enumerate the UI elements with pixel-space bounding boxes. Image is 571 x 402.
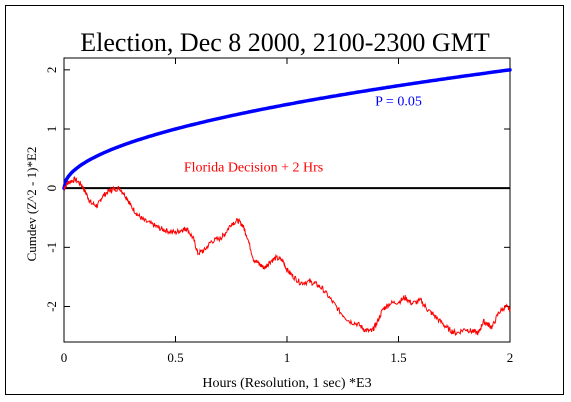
chart-frame bbox=[5, 5, 564, 395]
y-tick-label: 1 bbox=[44, 126, 59, 133]
x-axis-label: Hours (Resolution, 1 sec) *E3 bbox=[202, 376, 371, 391]
y-tick-label: 2 bbox=[44, 67, 59, 74]
p05-label: P = 0.05 bbox=[375, 94, 422, 109]
y-tick-label: -1 bbox=[44, 242, 59, 253]
y-axis-label: Cumdev (Z^2 - 1)*E2 bbox=[24, 147, 39, 262]
p05-envelope-line bbox=[62, 68, 512, 190]
x-tick-label: 2 bbox=[507, 350, 514, 365]
y-tick-label: 0 bbox=[44, 185, 59, 192]
plot-area: 0 0.5 1 1.5 2 -2 -1 0 1 2 P = 0.05 Florida Decision… bbox=[44, 57, 514, 365]
y-tick-label: -2 bbox=[44, 301, 59, 312]
x-tick-label: 0.5 bbox=[167, 350, 183, 365]
cumdev-trace-line bbox=[63, 176, 511, 337]
x-tick-label: 0 bbox=[61, 350, 68, 365]
x-tick-label: 1.5 bbox=[390, 350, 406, 365]
x-tick-label: 1 bbox=[284, 350, 291, 365]
florida-decision-label: Florida Decision + 2 Hrs bbox=[184, 161, 323, 176]
plot-border bbox=[63, 57, 511, 343]
chart-title: Election, Dec 8 2000, 2100-2300 GMT bbox=[80, 28, 490, 57]
